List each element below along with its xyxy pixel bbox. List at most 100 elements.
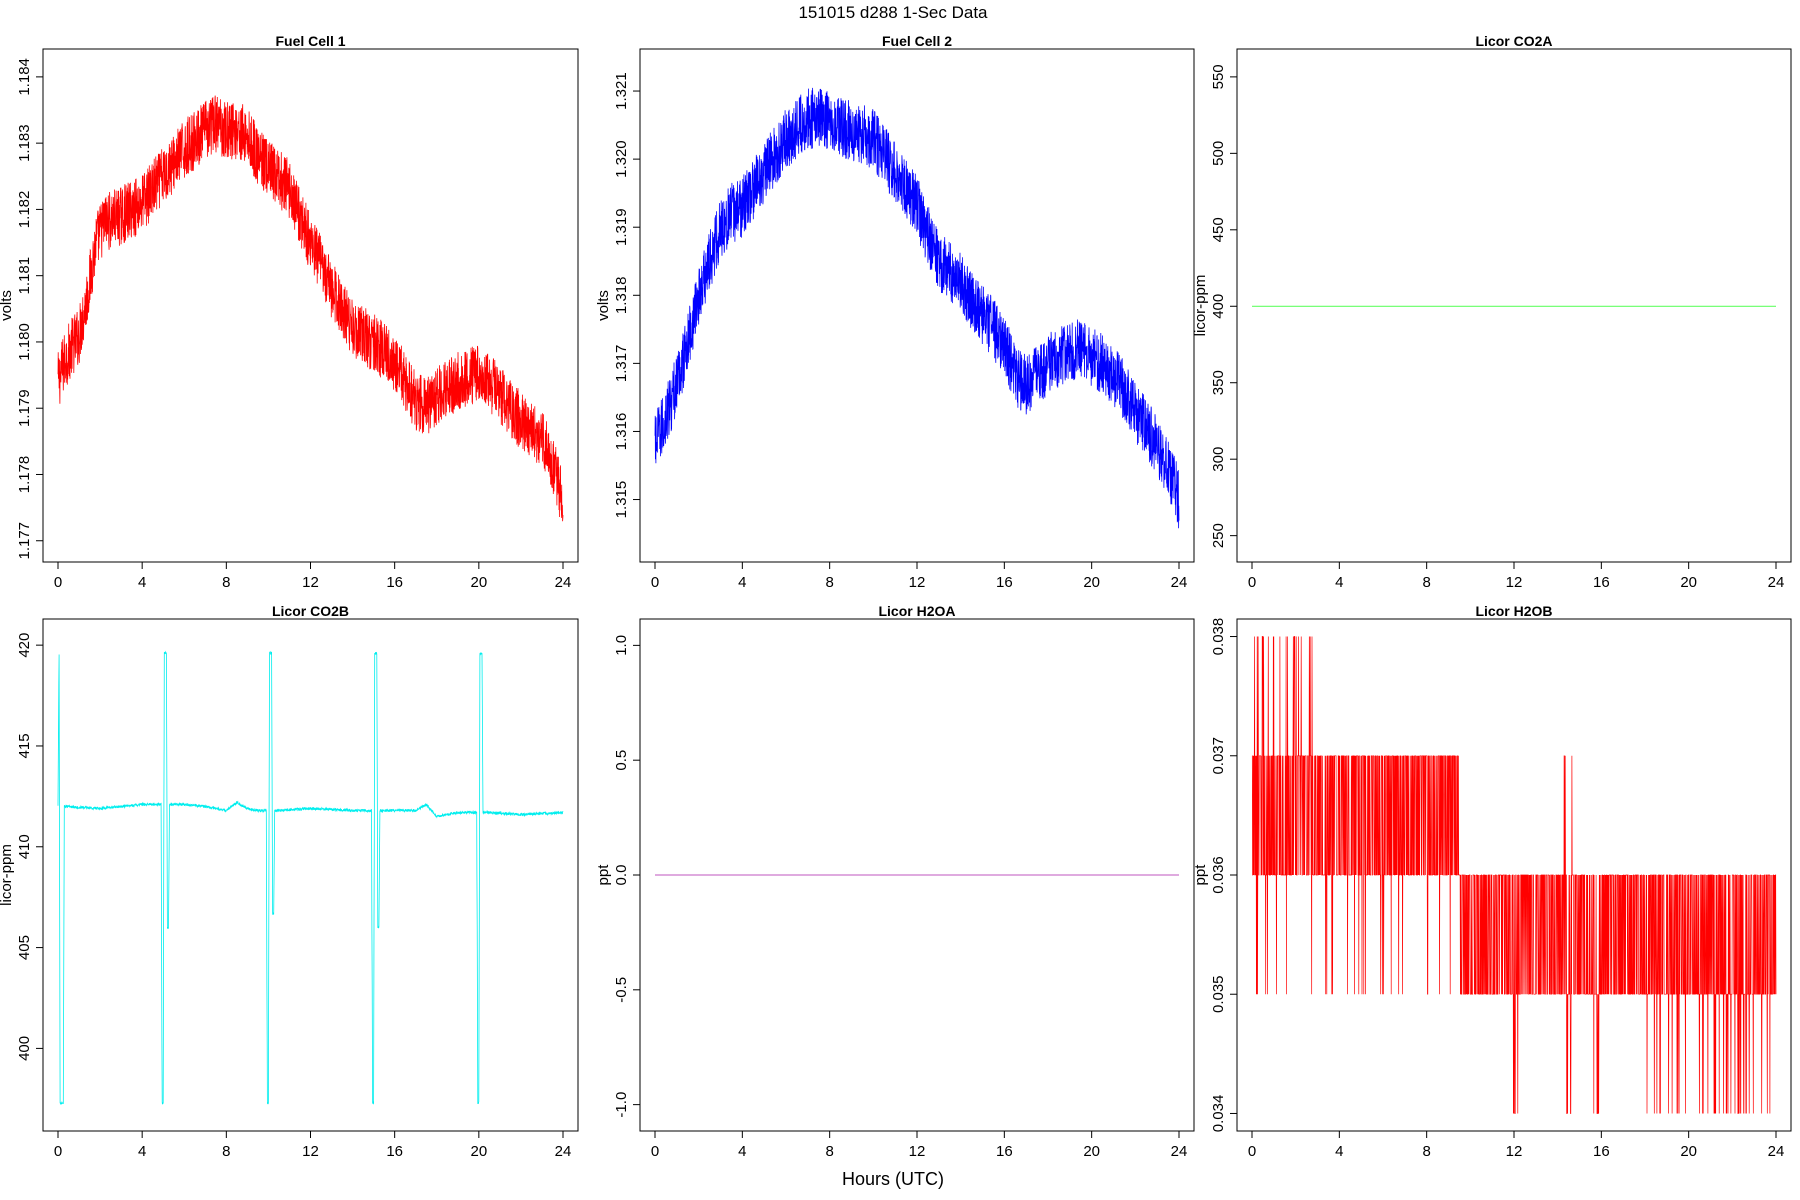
y-axis-label: licor-ppm bbox=[1192, 275, 1209, 337]
x-tick-label: 24 bbox=[555, 1143, 572, 1160]
y-tick-label: 1.184 bbox=[16, 58, 33, 96]
x-tick-label: 12 bbox=[1506, 574, 1523, 591]
plot-frame bbox=[639, 48, 1195, 563]
y-tick-label: 1.179 bbox=[16, 389, 33, 427]
series-line bbox=[1251, 636, 1777, 1114]
x-tick-label: 0 bbox=[1248, 1143, 1256, 1160]
x-tick-label: 0 bbox=[1248, 574, 1256, 591]
y-tick-label: 250 bbox=[1210, 523, 1227, 548]
panels: Fuel Cell 1 0 4 8 12 16 20 24 1.177 1.178 1.179 1.1… bbox=[0, 33, 1792, 1160]
y-axis-label: ppt bbox=[595, 864, 612, 886]
y-tick-label: 400 bbox=[1210, 294, 1227, 319]
y-tick-label: 1.319 bbox=[613, 208, 630, 246]
x-tick-label: 4 bbox=[738, 1143, 746, 1160]
x-tick-label: 4 bbox=[1335, 574, 1343, 591]
x-tick-label: 16 bbox=[1593, 574, 1610, 591]
y-tick-label: 0.038 bbox=[1210, 618, 1227, 656]
y-tick-label: 0.037 bbox=[1210, 737, 1227, 775]
panel-title: Licor CO2B bbox=[272, 603, 349, 619]
x-tick-label: 24 bbox=[1768, 1143, 1785, 1160]
y-tick-label: 1.316 bbox=[613, 413, 630, 451]
y-tick-label: 1.182 bbox=[16, 191, 33, 229]
x-tick-label: 16 bbox=[386, 1143, 403, 1160]
x-tick-label: 24 bbox=[1171, 574, 1188, 591]
y-tick-label: 405 bbox=[16, 935, 33, 960]
panel-title: Licor H2OA bbox=[878, 603, 955, 619]
series-line bbox=[57, 650, 564, 1106]
x-tick-label: 4 bbox=[1335, 1143, 1343, 1160]
x-tick-label: 12 bbox=[909, 574, 926, 591]
y-tick-label: 350 bbox=[1210, 370, 1227, 395]
y-tick-label: 0.5 bbox=[613, 750, 630, 771]
panel-2: Fuel Cell 2 0 4 8 12 16 20 24 1.315 1.316 1.317 1.3… bbox=[595, 33, 1195, 591]
x-tick-label: 0 bbox=[54, 1143, 62, 1160]
panel-4: Licor CO2B 0 4 8 12 16 20 24 400 405 410 415 420 lico… bbox=[0, 603, 579, 1160]
x-tick-label: 16 bbox=[1593, 1143, 1610, 1160]
y-tick-label: 0.035 bbox=[1210, 975, 1227, 1013]
y-tick-label: 1.318 bbox=[613, 277, 630, 315]
x-tick-label: 8 bbox=[222, 574, 230, 591]
y-tick-label: 1.183 bbox=[16, 124, 33, 162]
x-tick-label: 24 bbox=[555, 574, 572, 591]
y-tick-label: 1.321 bbox=[613, 72, 630, 110]
plot-area bbox=[57, 650, 564, 1106]
x-tick-label: 16 bbox=[996, 574, 1013, 591]
y-axis-label: volts bbox=[595, 290, 612, 321]
figure-xlabel: Hours (UTC) bbox=[842, 1169, 944, 1189]
y-tick-label: 1.320 bbox=[613, 140, 630, 178]
y-tick-label: 1.317 bbox=[613, 345, 630, 383]
series-line bbox=[57, 95, 564, 522]
panel-6: Licor H2OB 0 4 8 12 16 20 24 0.034 0.035 0.036 0.03… bbox=[1192, 603, 1792, 1160]
y-tick-label: 415 bbox=[16, 733, 33, 758]
y-tick-label: 550 bbox=[1210, 64, 1227, 89]
y-axis-label: volts bbox=[0, 290, 15, 321]
x-tick-label: 4 bbox=[738, 574, 746, 591]
panel-title: Licor CO2A bbox=[1475, 33, 1552, 49]
y-tick-label: 400 bbox=[16, 1036, 33, 1061]
x-tick-label: 8 bbox=[222, 1143, 230, 1160]
x-tick-label: 16 bbox=[386, 574, 403, 591]
y-axis-label: ppt bbox=[1192, 864, 1209, 886]
y-tick-label: 0.0 bbox=[613, 865, 630, 886]
y-axis-label: licor-ppm bbox=[0, 844, 15, 906]
panel-1: Fuel Cell 1 0 4 8 12 16 20 24 1.177 1.178 1.179 1.1… bbox=[0, 33, 579, 591]
x-tick-label: 8 bbox=[825, 1143, 833, 1160]
y-tick-label: 0.034 bbox=[1210, 1095, 1227, 1133]
x-tick-label: 24 bbox=[1171, 1143, 1188, 1160]
plot-area bbox=[57, 95, 564, 522]
y-tick-label: 410 bbox=[16, 834, 33, 859]
plot-frame bbox=[1236, 48, 1792, 563]
y-tick-label: -0.5 bbox=[613, 977, 630, 1003]
y-tick-label: 1.177 bbox=[16, 522, 33, 560]
y-tick-label: 1.180 bbox=[16, 323, 33, 361]
y-tick-label: 1.181 bbox=[16, 257, 33, 295]
panel-5: Licor H2OA 0 4 8 12 16 20 24 -1.0 -0.5 0.0 0.5 1.0 pp… bbox=[595, 603, 1195, 1160]
y-tick-label: 420 bbox=[16, 633, 33, 658]
x-tick-label: 0 bbox=[651, 574, 659, 591]
x-tick-label: 16 bbox=[996, 1143, 1013, 1160]
x-tick-label: 20 bbox=[1083, 574, 1100, 591]
y-tick-label: 0.036 bbox=[1210, 856, 1227, 894]
x-tick-label: 12 bbox=[1506, 1143, 1523, 1160]
panel-3: Licor CO2A 0 4 8 12 16 20 24 250 300 350 400 450 500 5… bbox=[1192, 33, 1792, 591]
x-tick-label: 20 bbox=[1680, 574, 1697, 591]
figure-title: 151015 d288 1-Sec Data bbox=[798, 3, 988, 22]
x-tick-label: 12 bbox=[302, 574, 319, 591]
x-tick-label: 8 bbox=[1422, 1143, 1430, 1160]
panel-title: Fuel Cell 1 bbox=[275, 33, 345, 49]
x-tick-label: 4 bbox=[138, 574, 146, 591]
plot-frame bbox=[42, 618, 579, 1132]
x-tick-label: 0 bbox=[54, 574, 62, 591]
y-tick-label: 450 bbox=[1210, 217, 1227, 242]
x-tick-label: 20 bbox=[470, 574, 487, 591]
x-tick-label: 8 bbox=[1422, 574, 1430, 591]
y-tick-label: 1.0 bbox=[613, 635, 630, 656]
panel-title: Licor H2OB bbox=[1475, 603, 1552, 619]
x-tick-label: 20 bbox=[1083, 1143, 1100, 1160]
plot-area bbox=[654, 87, 1180, 529]
panel-title: Fuel Cell 2 bbox=[882, 33, 952, 49]
series-line bbox=[654, 87, 1180, 529]
x-tick-label: 20 bbox=[470, 1143, 487, 1160]
x-tick-label: 20 bbox=[1680, 1143, 1697, 1160]
